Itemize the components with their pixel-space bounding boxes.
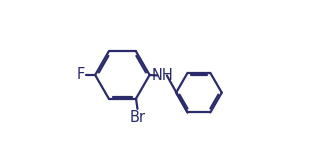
Text: NH: NH [151,68,173,83]
Text: Br: Br [129,110,146,125]
Text: F: F [77,68,85,82]
